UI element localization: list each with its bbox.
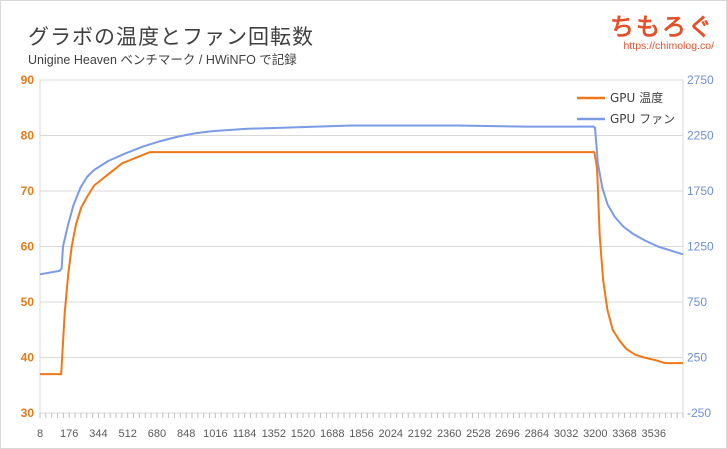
x-tick-label: 2696: [495, 428, 519, 440]
brand-name: ちもろぐ: [610, 13, 714, 41]
chart-subtitle: Unigine Heaven ベンチマーク / HWiNFO で記録: [28, 53, 297, 67]
y-right-tick-label: 1250: [687, 240, 714, 254]
y-left-tick-label: 90: [21, 73, 35, 87]
legend-label: GPU 温度: [610, 90, 663, 105]
x-tick-label: 3368: [612, 428, 636, 440]
brand-url: https://chimolog.co/: [623, 40, 714, 52]
y-left-tick-label: 60: [21, 240, 35, 254]
y-left-tick-label: 70: [21, 184, 35, 198]
x-tick-label: 2528: [466, 428, 490, 440]
x-tick-label: 344: [89, 428, 107, 440]
y-right-tick-label: -250: [687, 406, 711, 420]
x-tick-label: 176: [60, 428, 78, 440]
x-tick-label: 2360: [437, 428, 461, 440]
series-gpu-fan-line: [39, 124, 684, 276]
x-tick-label: 848: [177, 428, 195, 440]
y-right-tick-label: 250: [687, 351, 707, 365]
x-tick-label: 1520: [291, 428, 315, 440]
x-tick-label: 2864: [525, 428, 549, 440]
series-gpu-temp-line: [40, 151, 683, 376]
x-tick-label: 3200: [583, 428, 607, 440]
x-tick-label: 1016: [203, 428, 227, 440]
x-tick-label: 680: [148, 428, 166, 440]
x-tick-label: 3032: [554, 428, 578, 440]
x-tick-label: 3536: [642, 428, 666, 440]
y-right-tick-label: 750: [687, 295, 707, 309]
x-tick-label: 8: [37, 428, 43, 440]
legend-label: GPU ファン: [610, 112, 675, 126]
y-left-tick-label: 40: [21, 351, 35, 365]
x-tick-label: 1352: [262, 428, 286, 440]
y-right-tick-label: 2250: [687, 129, 714, 143]
x-tick-label: 512: [119, 428, 137, 440]
x-tick-label: 1688: [320, 428, 344, 440]
y-left-tick-label: 30: [21, 406, 35, 420]
brand-logo: ちもろぐ https://chimolog.co/: [610, 7, 714, 52]
x-tick-label: 1184: [233, 428, 257, 440]
x-tick-label: 1856: [349, 428, 373, 440]
y-left-tick-label: 80: [21, 129, 35, 143]
chart-title: グラボの温度とファン回転数: [28, 25, 314, 49]
y-right-tick-label: 2750: [687, 73, 714, 87]
y-right-tick-label: 1750: [687, 184, 714, 198]
y-left-tick-label: 50: [21, 295, 35, 309]
x-tick-label: 2024: [378, 428, 402, 440]
x-tick-label: 2192: [408, 428, 432, 440]
